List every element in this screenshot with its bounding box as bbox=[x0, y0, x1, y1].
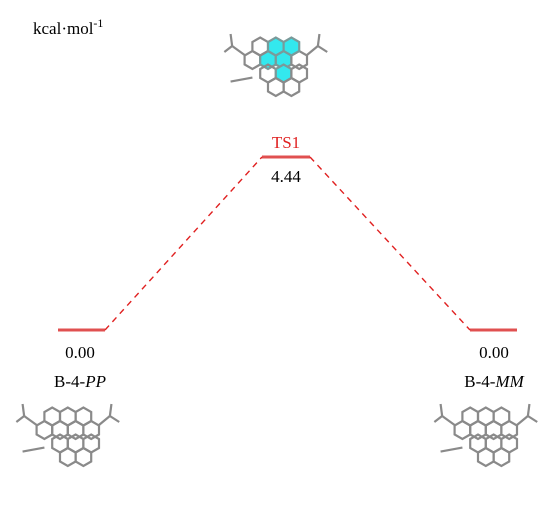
bond bbox=[441, 448, 463, 452]
bond bbox=[99, 416, 110, 425]
level-energy: 0.00 bbox=[479, 343, 509, 362]
bond bbox=[23, 448, 45, 452]
bond bbox=[442, 416, 454, 425]
ring bbox=[462, 408, 478, 426]
level-name: TS1 bbox=[272, 133, 300, 152]
bond bbox=[110, 416, 119, 422]
energy-diagram: kcal·mol-1 TS1 4.44 0.00 B-4-PP 0.00 B-4… bbox=[0, 0, 554, 506]
ring bbox=[494, 408, 510, 426]
bond bbox=[307, 46, 318, 55]
ring bbox=[83, 435, 99, 453]
ring bbox=[291, 65, 307, 83]
bond bbox=[110, 404, 112, 416]
bond bbox=[23, 404, 25, 416]
bond bbox=[528, 404, 530, 416]
bond bbox=[232, 46, 244, 55]
level-energy: 0.00 bbox=[65, 343, 95, 362]
bond bbox=[224, 46, 232, 52]
bond bbox=[24, 416, 36, 425]
connector bbox=[310, 157, 470, 330]
bond bbox=[318, 46, 327, 52]
bond bbox=[16, 416, 24, 422]
ring bbox=[268, 38, 284, 56]
ring bbox=[60, 408, 76, 426]
unit-label: kcal·mol-1 bbox=[33, 16, 103, 38]
ring bbox=[252, 38, 268, 56]
connector bbox=[105, 157, 262, 330]
ring bbox=[478, 408, 494, 426]
bond bbox=[231, 34, 233, 46]
ring bbox=[478, 448, 494, 466]
bond bbox=[441, 404, 443, 416]
ring bbox=[501, 435, 517, 453]
ring bbox=[76, 408, 92, 426]
ring bbox=[268, 78, 284, 96]
bond bbox=[434, 416, 442, 422]
level-energy: 4.44 bbox=[271, 167, 301, 186]
ring bbox=[44, 408, 60, 426]
bond bbox=[231, 78, 253, 82]
bond bbox=[318, 34, 320, 46]
level-name: B-4-PP bbox=[54, 372, 106, 391]
molecules bbox=[16, 34, 537, 466]
ring bbox=[284, 38, 300, 56]
ring bbox=[60, 448, 76, 466]
level-name: B-4-MM bbox=[464, 372, 524, 391]
bond bbox=[517, 416, 528, 425]
bond bbox=[528, 416, 537, 422]
